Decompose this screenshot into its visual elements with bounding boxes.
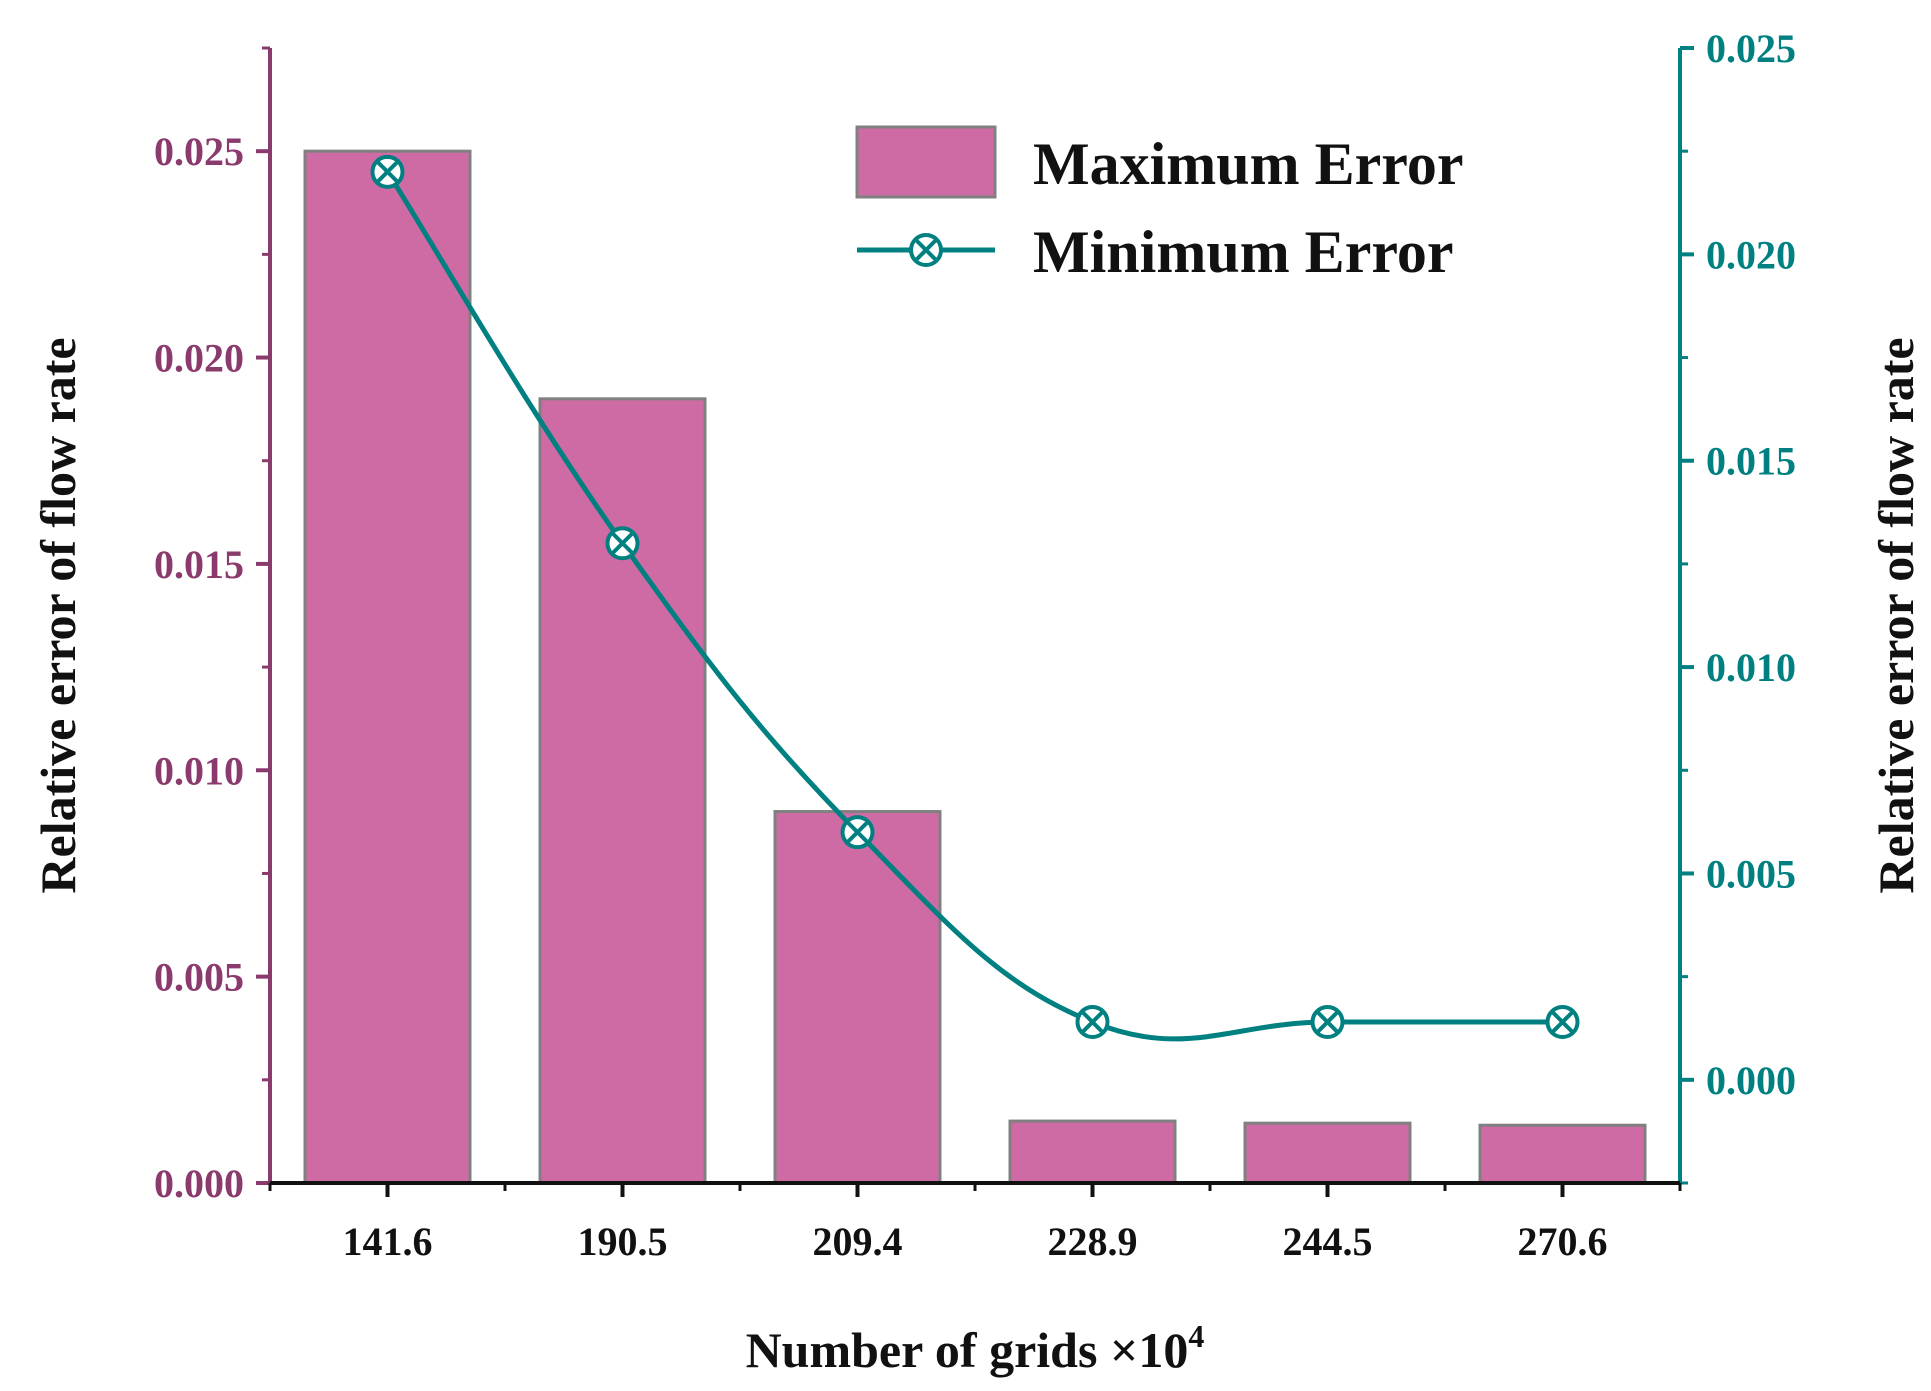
x-tick-label: 270.6 — [1518, 1219, 1608, 1264]
legend-label-minimum-error: Minimum Error — [1033, 219, 1454, 285]
marker-cross-b — [914, 238, 938, 262]
y-left-tick-label: 0.020 — [154, 336, 244, 381]
y-right-tick-label: 0.010 — [1706, 645, 1796, 690]
y-axis-right-title: Relative error of flow rate — [1868, 337, 1924, 893]
marker-cross-b — [845, 820, 870, 845]
y-right-tick-label: 0.005 — [1706, 851, 1796, 896]
marker-cross-b — [610, 531, 635, 556]
y-right-tick-label: 0.015 — [1706, 439, 1796, 484]
bar-270.6 — [1478, 1123, 1647, 1185]
y-left-tick-label: 0.000 — [154, 1161, 244, 1206]
legend-bar-swatch — [855, 125, 997, 199]
legend: Maximum Error Minimum Error — [855, 125, 1463, 285]
y-right-tick-label: 0.000 — [1706, 1058, 1796, 1103]
bar-228.9 — [1008, 1119, 1177, 1185]
y-right-tick-label: 0.025 — [1706, 26, 1796, 71]
point-209.4 — [840, 815, 875, 850]
x-axis-title: Number of grids ×104 — [746, 1318, 1205, 1378]
x-tick-label: 228.9 — [1048, 1219, 1138, 1264]
point-228.9 — [1075, 1005, 1110, 1040]
y-left-tick-label: 0.010 — [154, 748, 244, 793]
x-tick-label: 244.5 — [1283, 1219, 1373, 1264]
axes-group: 0.000 0.005 0.010 0.015 0.020 0.025 0.000 0.005… — [154, 26, 1796, 1264]
x-axis-title-main: Number of grids ×10 — [746, 1322, 1189, 1378]
y-left-tick-label: 0.025 — [154, 129, 244, 174]
marker-cross-b — [1080, 1010, 1105, 1034]
point-190.5 — [605, 526, 640, 561]
legend-line-marker — [909, 233, 943, 267]
line-series-group — [370, 154, 1580, 1042]
bar-244.5 — [1243, 1121, 1412, 1185]
x-tick-label: 209.4 — [813, 1219, 903, 1264]
x-axis-title-superscript: 4 — [1188, 1318, 1204, 1354]
y-left-tick-label: 0.005 — [154, 955, 244, 1000]
point-244.5 — [1310, 1005, 1345, 1040]
bar-209.4 — [773, 810, 942, 1185]
bar-190.5 — [538, 397, 707, 1185]
y-right-tick-label: 0.020 — [1706, 232, 1796, 277]
legend-label-maximum-error: Maximum Error — [1033, 131, 1463, 197]
y-left-tick-label: 0.015 — [154, 542, 244, 587]
point-141.6 — [370, 154, 405, 189]
x-tick-label: 190.5 — [578, 1219, 668, 1264]
marker-cross-b — [1315, 1010, 1340, 1034]
marker-cross-b — [375, 159, 400, 184]
marker-cross-b — [1550, 1010, 1575, 1034]
y-axis-left-title: Relative error of flow rate — [30, 337, 86, 893]
bar-141.6 — [303, 149, 472, 1185]
x-tick-label: 141.6 — [343, 1219, 433, 1264]
bars-group — [303, 149, 1647, 1185]
legend-marker — [909, 233, 943, 267]
point-270.6 — [1545, 1005, 1580, 1040]
